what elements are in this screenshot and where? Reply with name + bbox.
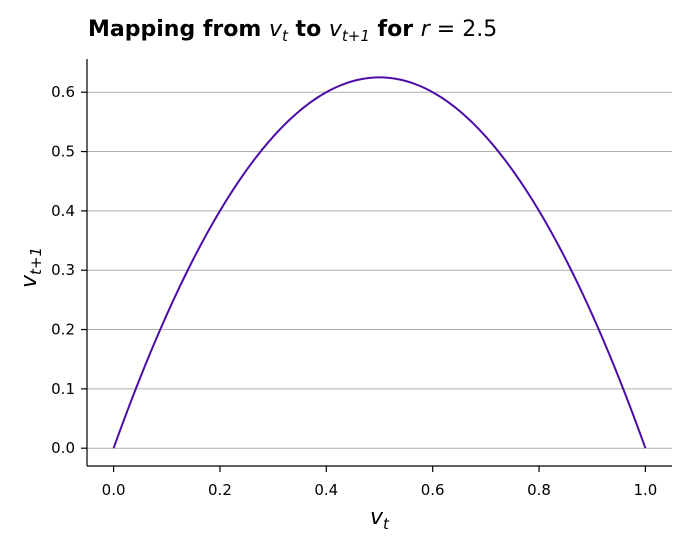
title-suffix: for — [370, 17, 421, 42]
y-axis-label-sub: t+1 — [27, 247, 45, 275]
tick-marks — [81, 91, 647, 472]
title-param-value: = 2.5 — [430, 17, 497, 42]
y-tick-label: 0.4 — [51, 202, 75, 220]
y-tick-label: 0.3 — [51, 261, 75, 279]
y-axis-label-base: v — [17, 274, 42, 288]
x-axis-label: vt — [370, 505, 390, 533]
title-connector: to — [288, 17, 329, 42]
x-tick-label: 0.4 — [314, 481, 338, 499]
title-var-to: v — [329, 17, 343, 42]
grid-lines — [87, 91, 672, 449]
x-tick-label: 0.6 — [421, 481, 445, 499]
y-axis-label: vt+1 — [17, 247, 45, 288]
x-tick-label: 0.2 — [208, 481, 232, 499]
x-tick-label: 1.0 — [633, 481, 657, 499]
series-line — [112, 76, 647, 449]
x-axis-label-base: v — [370, 505, 384, 530]
title-prefix: Mapping from — [88, 17, 269, 42]
y-tick-label: 0.5 — [51, 143, 75, 161]
chart-title: Mapping from vt to vt+1 for r = 2.5 — [88, 17, 497, 45]
title-param-name: r — [421, 17, 432, 42]
y-tick-label: 0.1 — [51, 380, 75, 398]
title-var-from-sub: t — [282, 27, 289, 45]
title-var-to-sub: t+1 — [342, 27, 370, 45]
y-tick-label: 0.2 — [51, 321, 75, 339]
y-tick-label: 0.0 — [51, 439, 75, 457]
axes — [86, 59, 672, 467]
series-layer — [112, 76, 647, 449]
x-tick-label: 0.8 — [527, 481, 551, 499]
x-tick-label: 0.0 — [102, 481, 126, 499]
x-axis-label-sub: t — [383, 515, 390, 533]
title-var-from: v — [269, 17, 283, 42]
y-tick-label: 0.6 — [51, 83, 75, 101]
